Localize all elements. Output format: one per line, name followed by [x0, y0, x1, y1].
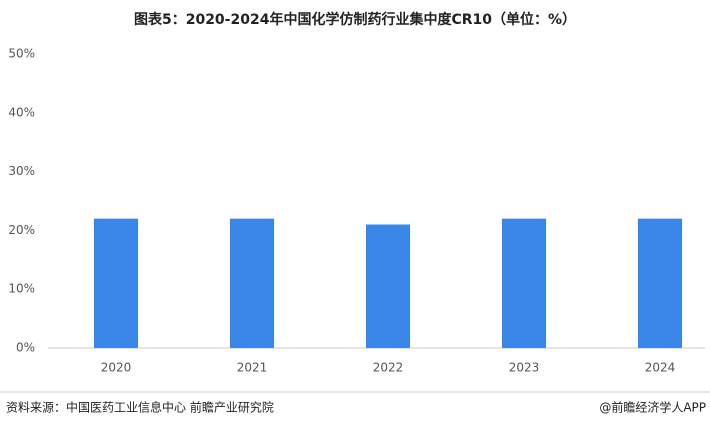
- x-tick-label: 2020: [101, 361, 132, 375]
- bar: [366, 224, 410, 348]
- bar: [230, 218, 274, 348]
- x-tick-label: 2024: [645, 361, 676, 375]
- y-tick-label: 10%: [8, 282, 35, 296]
- chart-title: 图表5：2020-2024年中国化学仿制药行业集中度CR10（单位：%）: [134, 11, 576, 28]
- y-tick-label: 50%: [8, 47, 35, 61]
- y-tick-label: 40%: [8, 105, 35, 119]
- y-tick-label: 20%: [8, 223, 35, 237]
- bar: [638, 218, 682, 348]
- y-tick-label: 0%: [16, 341, 35, 355]
- x-tick-label: 2023: [509, 361, 540, 375]
- x-tick-label: 2021: [237, 361, 268, 375]
- bar: [502, 218, 546, 348]
- x-tick-label: 2022: [373, 361, 404, 375]
- source-note: 资料来源：中国医药工业信息中心 前瞻产业研究院: [6, 400, 274, 415]
- y-tick-label: 30%: [8, 164, 35, 178]
- credit: @前瞻经济学人APP: [599, 400, 706, 415]
- bar: [94, 218, 138, 348]
